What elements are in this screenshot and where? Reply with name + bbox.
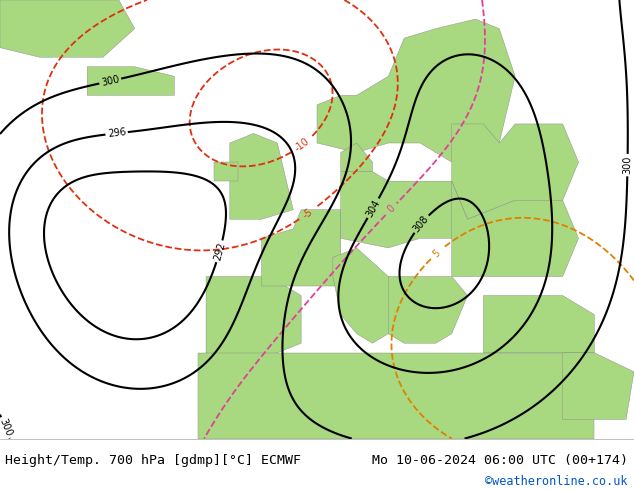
Polygon shape — [317, 19, 515, 162]
Polygon shape — [261, 210, 341, 286]
Text: 300: 300 — [0, 417, 13, 438]
Text: 296: 296 — [107, 127, 126, 139]
Text: 300: 300 — [100, 74, 120, 88]
Polygon shape — [451, 124, 579, 219]
Polygon shape — [483, 295, 595, 353]
Polygon shape — [87, 67, 174, 96]
Text: ©weatheronline.co.uk: ©weatheronline.co.uk — [485, 475, 628, 488]
Polygon shape — [198, 353, 595, 439]
Polygon shape — [0, 0, 134, 57]
Text: 0: 0 — [385, 203, 397, 215]
Text: 5: 5 — [431, 247, 443, 259]
Text: 304: 304 — [365, 198, 382, 219]
Polygon shape — [230, 133, 293, 219]
Text: -10: -10 — [293, 136, 311, 154]
Text: -5: -5 — [301, 207, 314, 220]
Polygon shape — [214, 162, 238, 181]
Polygon shape — [341, 172, 468, 248]
Polygon shape — [388, 276, 468, 343]
Polygon shape — [341, 143, 373, 171]
Text: 300: 300 — [623, 156, 633, 174]
Text: Height/Temp. 700 hPa [gdmp][°C] ECMWF: Height/Temp. 700 hPa [gdmp][°C] ECMWF — [5, 454, 301, 467]
Text: 292: 292 — [212, 241, 227, 262]
Polygon shape — [563, 353, 634, 419]
Text: Mo 10-06-2024 06:00 UTC (00+174): Mo 10-06-2024 06:00 UTC (00+174) — [372, 454, 628, 467]
Text: 308: 308 — [411, 214, 431, 234]
Polygon shape — [206, 276, 301, 362]
Polygon shape — [333, 248, 404, 343]
Polygon shape — [451, 181, 579, 276]
